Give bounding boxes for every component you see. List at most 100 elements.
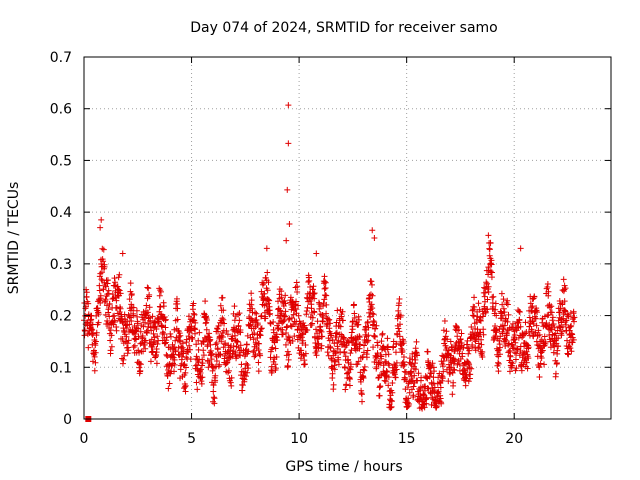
data-point [264, 287, 271, 294]
data-point [421, 404, 428, 411]
data-point [562, 308, 569, 315]
data-point [145, 320, 152, 327]
data-point [395, 313, 402, 320]
data-point [212, 363, 219, 370]
data-point [324, 321, 331, 328]
data-point [278, 288, 285, 295]
data-point [151, 334, 158, 341]
data-point [137, 367, 144, 374]
data-point [252, 309, 259, 316]
data-point [196, 329, 203, 336]
data-point [274, 312, 281, 319]
data-point [161, 340, 168, 347]
data-point [509, 362, 516, 369]
data-point [437, 392, 444, 399]
data-point [185, 313, 192, 320]
data-point [220, 344, 227, 351]
data-point [399, 348, 406, 355]
data-point [214, 346, 221, 353]
data-point [231, 332, 238, 339]
data-point [372, 333, 379, 340]
data-point [124, 350, 131, 357]
data-point [261, 290, 268, 297]
data-point [365, 324, 372, 331]
data-point [153, 349, 160, 356]
data-point [222, 340, 229, 347]
data-point [508, 341, 515, 348]
data-point [370, 318, 377, 325]
data-point [355, 358, 362, 365]
data-point [107, 347, 114, 354]
data-point [165, 385, 172, 392]
data-point [113, 297, 120, 304]
data-point [287, 294, 294, 301]
data-point [401, 361, 408, 368]
data-point [243, 373, 250, 380]
data-point [100, 246, 107, 253]
data-point [189, 306, 196, 313]
data-point [219, 315, 226, 322]
data-point [130, 312, 137, 319]
data-point [167, 330, 174, 337]
data-point [504, 297, 511, 304]
data-point [85, 300, 92, 307]
data-point [302, 350, 309, 357]
data-point [111, 318, 118, 325]
data-point [202, 298, 209, 305]
data-point [443, 328, 450, 335]
data-point [189, 336, 196, 343]
data-point [203, 326, 210, 333]
data-point [237, 329, 244, 336]
data-point [360, 374, 367, 381]
data-point [465, 359, 472, 366]
data-point [485, 232, 492, 239]
data-point [204, 316, 211, 323]
data-point [285, 356, 292, 363]
data-point [385, 351, 392, 358]
data-point [123, 333, 130, 340]
data-point [335, 356, 342, 363]
data-point [331, 340, 338, 347]
data-point [513, 345, 520, 352]
data-point [256, 340, 263, 347]
data-point [471, 304, 478, 311]
data-point [300, 330, 307, 337]
data-point [496, 351, 503, 358]
data-point [318, 342, 325, 349]
data-point [125, 337, 132, 344]
data-point [440, 368, 447, 375]
data-point [199, 360, 206, 367]
data-point [466, 364, 473, 371]
data-point [176, 352, 183, 359]
data-point [554, 347, 561, 354]
data-point [331, 357, 338, 364]
data-point [361, 363, 368, 370]
data-point [256, 331, 263, 338]
data-point [148, 327, 155, 334]
data-point [502, 336, 509, 343]
data-point [149, 348, 156, 355]
data-point [441, 336, 448, 343]
data-point [110, 313, 117, 320]
data-point [171, 356, 178, 363]
data-point [200, 338, 207, 345]
data-point [193, 341, 200, 348]
data-point [341, 348, 348, 355]
data-point [315, 341, 322, 348]
data-point [477, 329, 484, 336]
data-point [356, 334, 363, 341]
data-point [313, 348, 320, 355]
data-point [472, 338, 479, 345]
data-point [116, 271, 123, 278]
data-point [270, 329, 277, 336]
data-point [388, 403, 395, 410]
data-point [502, 337, 509, 344]
data-point [555, 343, 562, 350]
data-point [174, 305, 181, 312]
data-point [389, 389, 396, 396]
data-point [324, 349, 331, 356]
data-point [384, 368, 391, 375]
data-point [163, 334, 170, 341]
data-point [565, 351, 572, 358]
data-point [191, 311, 198, 318]
